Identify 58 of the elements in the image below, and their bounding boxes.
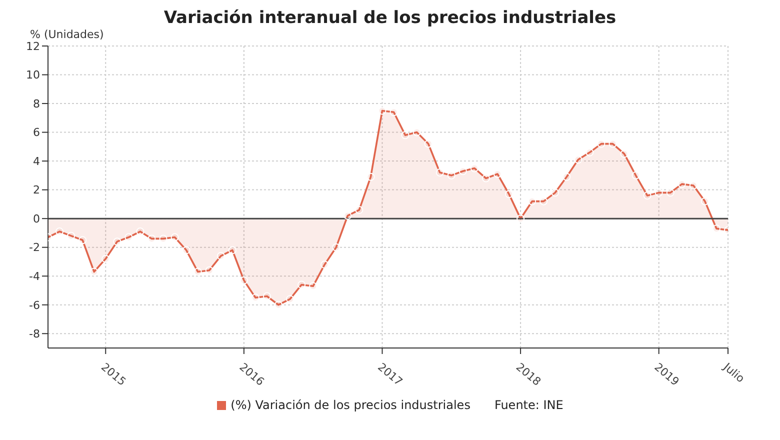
point [632, 171, 640, 180]
point [148, 234, 156, 243]
point [412, 128, 421, 136]
legend-label: (%) Variación de los precios industriales [230, 398, 470, 412]
point [170, 233, 179, 242]
y-tick-label: 10 [26, 68, 40, 82]
y-axis-title: % (Unidades) [30, 28, 104, 41]
y-tick-label: 12 [26, 40, 40, 53]
point [355, 206, 364, 214]
point [67, 232, 76, 240]
point [516, 214, 525, 223]
point [378, 106, 386, 115]
point [124, 233, 133, 242]
point [78, 236, 87, 244]
point [436, 168, 444, 177]
point [654, 188, 663, 197]
point [482, 174, 490, 182]
point [574, 156, 582, 164]
point [424, 140, 432, 148]
point [666, 188, 674, 197]
y-tick-label: 2 [33, 184, 40, 197]
y-tick-label: 8 [33, 97, 40, 110]
point [182, 246, 190, 254]
point [562, 172, 571, 181]
point [643, 192, 652, 200]
y-tick-label: -4 [29, 270, 40, 283]
point [205, 266, 214, 274]
y-tick-label: -8 [29, 328, 40, 341]
chart-title: Variación interanual de los precios industriales [164, 8, 616, 28]
point [194, 268, 202, 276]
point [551, 188, 560, 197]
point [678, 180, 686, 188]
point [332, 243, 340, 252]
y-tick-label: 4 [33, 154, 40, 168]
point [620, 150, 628, 158]
point [90, 268, 98, 276]
point [344, 212, 352, 220]
point [262, 292, 271, 300]
point [470, 164, 478, 172]
point [216, 252, 225, 260]
point [597, 140, 606, 148]
point [228, 246, 236, 254]
point [159, 234, 168, 243]
y-tick-label: 0 [33, 212, 40, 226]
point [401, 131, 410, 140]
point [298, 280, 306, 289]
point [274, 300, 283, 309]
point [366, 172, 375, 181]
y-tick-label: -6 [29, 298, 40, 312]
y-tick-label: 6 [33, 126, 40, 140]
point [390, 108, 398, 116]
source-note: Fuente: INE [494, 398, 564, 412]
point [113, 238, 122, 246]
point [540, 197, 548, 206]
point [700, 197, 709, 206]
point [458, 167, 467, 176]
point [608, 140, 617, 148]
y-tick-label: -2 [29, 241, 40, 254]
